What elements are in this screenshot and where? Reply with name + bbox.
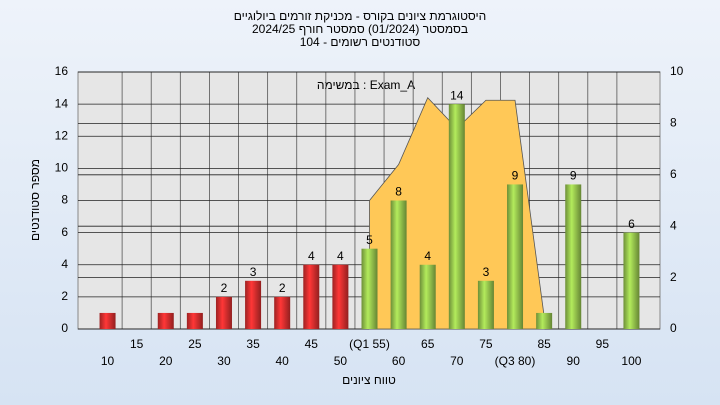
value-label: 14	[450, 88, 464, 102]
bar	[419, 264, 436, 329]
x-tick-label: 20	[159, 354, 173, 368]
y-tick-label: 8	[61, 193, 68, 207]
bar	[303, 264, 320, 329]
x-tick-label: 75	[479, 337, 493, 351]
bar	[361, 248, 378, 329]
bar	[245, 280, 262, 329]
y-tick-label: 6	[61, 225, 68, 239]
value-label: 3	[250, 265, 257, 279]
y-tick-label: 16	[55, 64, 69, 78]
bar	[332, 264, 349, 329]
value-label: 6	[628, 217, 635, 231]
y-tick-label: 12	[55, 128, 69, 142]
bar	[274, 296, 291, 329]
chart-title: היסטוגרמת ציונים בקורס - מכניקת זורמים ב…	[234, 9, 487, 23]
bar	[157, 312, 174, 329]
x-tick-label: 60	[392, 354, 406, 368]
x-tick-label: 100	[621, 354, 641, 368]
x-tick-label: 10	[101, 354, 115, 368]
y2-tick-label: 0	[670, 321, 677, 335]
value-label: 4	[308, 249, 315, 263]
y-tick-label: 10	[55, 161, 69, 175]
bar	[99, 312, 116, 329]
x-tick-label: 30	[217, 354, 231, 368]
x-tick-label: 45	[305, 337, 319, 351]
value-label: 4	[337, 249, 344, 263]
y-tick-label: 4	[61, 257, 68, 271]
value-label: 8	[395, 185, 402, 199]
value-label: 4	[424, 249, 431, 263]
bar	[536, 312, 553, 329]
value-label: 9	[512, 169, 519, 183]
chart-title: בסמסטר (01/2024) סמסטר חורף 2024/25	[252, 22, 468, 36]
x-tick-label: 65	[421, 337, 435, 351]
bar	[448, 104, 465, 329]
x-tick-label: (Q3 80)	[495, 354, 536, 368]
value-label: 3	[483, 265, 490, 279]
value-label: 5	[366, 233, 373, 247]
bar	[507, 184, 524, 329]
chart-title: סטודנטים רשומים - 104	[300, 35, 421, 49]
y-tick-label: 2	[61, 289, 68, 303]
x-tick-label: 40	[276, 354, 290, 368]
y2-tick-label: 8	[670, 116, 677, 130]
y-tick-label: 0	[61, 321, 68, 335]
x-tick-label: 70	[450, 354, 464, 368]
x-tick-label: 25	[188, 337, 202, 351]
annotation: במשימה : Exam_A	[317, 78, 415, 92]
x-tick-label: (Q1 55)	[349, 337, 390, 351]
x-tick-label: 95	[596, 337, 610, 351]
bar	[477, 280, 494, 329]
bar	[623, 232, 640, 329]
x-tick-label: 15	[130, 337, 144, 351]
y2-tick-label: 2	[670, 270, 677, 284]
value-label: 2	[221, 281, 228, 295]
y2-tick-label: 6	[670, 167, 677, 181]
x-tick-label: 90	[567, 354, 581, 368]
value-label: 2	[279, 281, 286, 295]
x-tick-label: 50	[334, 354, 348, 368]
y2-tick-label: 4	[670, 218, 677, 232]
value-label: 9	[570, 169, 577, 183]
y-axis-label: מספר סטודנטים	[28, 159, 42, 241]
x-tick-label: 85	[537, 337, 551, 351]
x-axis-label: טווח ציונים	[342, 373, 396, 387]
bar	[186, 312, 203, 329]
y2-tick-label: 10	[670, 64, 684, 78]
y-tick-label: 14	[55, 96, 69, 110]
bar	[565, 184, 582, 329]
bar	[390, 200, 407, 329]
bar	[215, 296, 232, 329]
x-tick-label: 35	[246, 337, 260, 351]
